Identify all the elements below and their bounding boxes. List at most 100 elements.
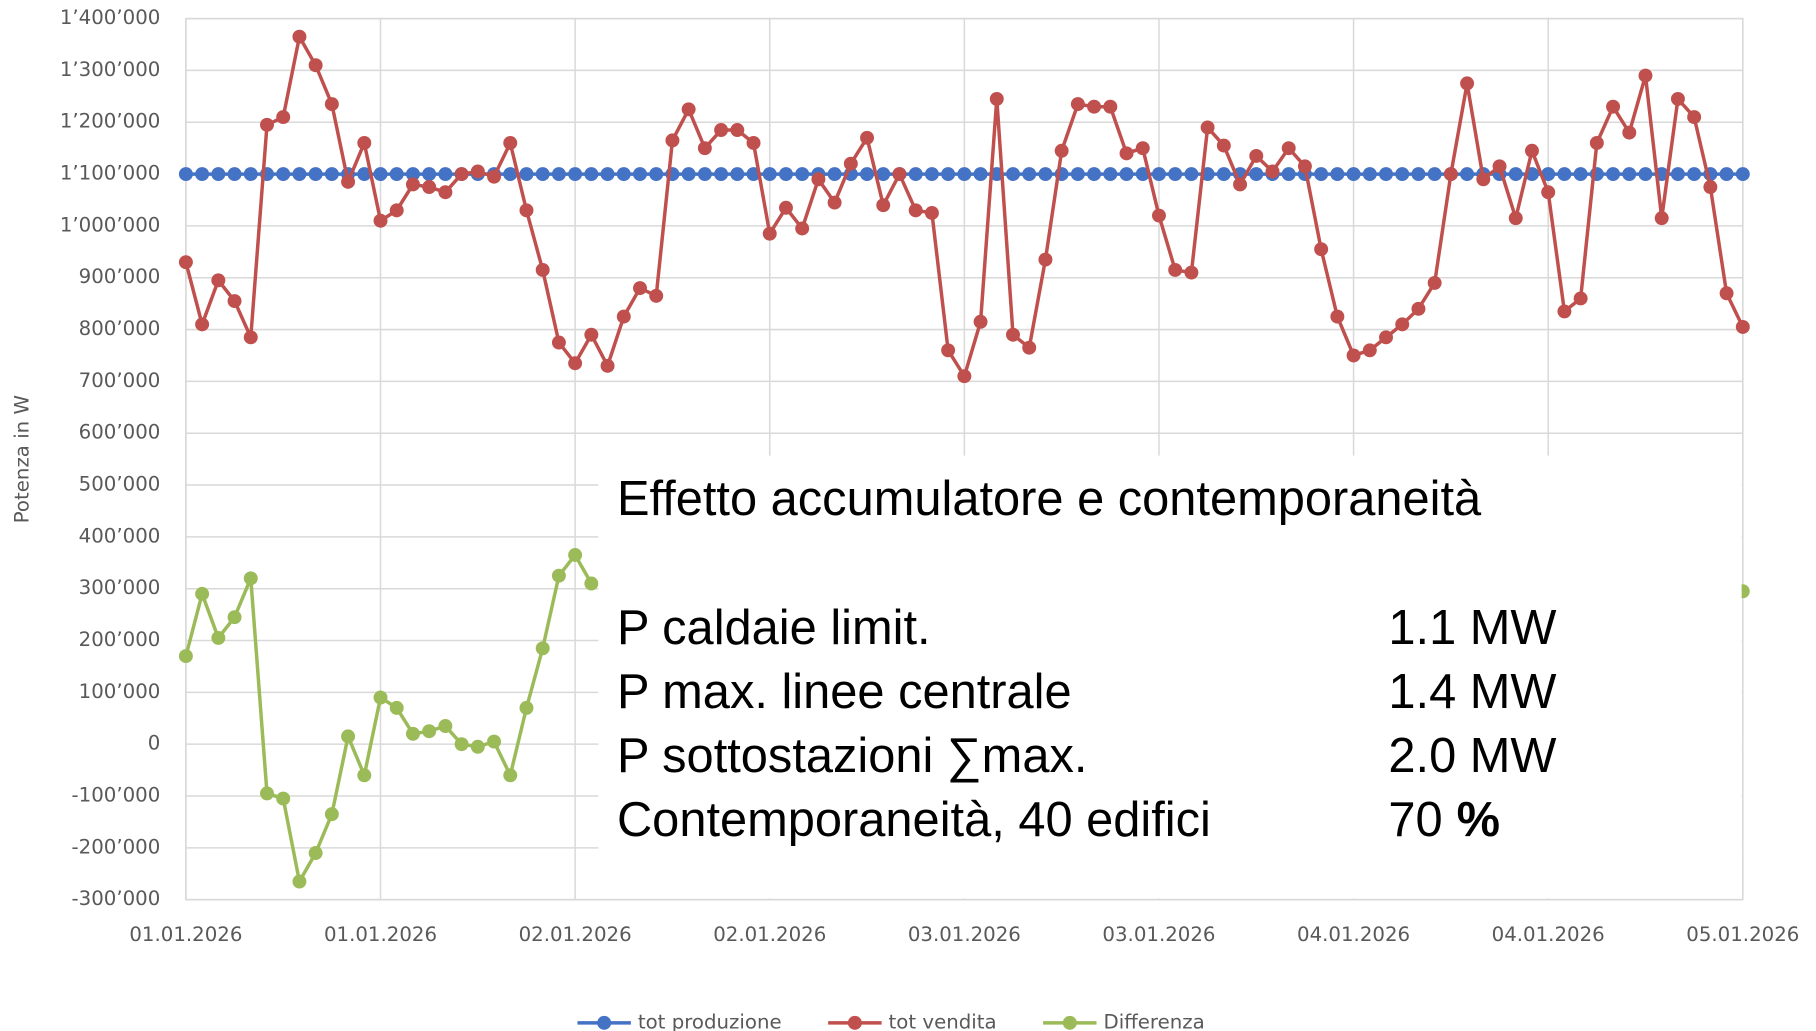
series-marker xyxy=(324,97,339,112)
series-marker xyxy=(1249,167,1264,182)
series-marker xyxy=(908,203,923,218)
series-marker xyxy=(389,203,404,218)
legend: tot produzione tot vendita Differenza xyxy=(577,1010,1205,1031)
series-marker xyxy=(1297,159,1312,174)
series-marker xyxy=(341,729,356,744)
series-marker xyxy=(1476,172,1491,187)
series-marker xyxy=(568,548,583,562)
annotation-title: Effetto accumulatore e contemporaneità xyxy=(617,472,1482,526)
series-marker xyxy=(714,167,729,182)
series-marker xyxy=(924,205,939,220)
y-tick-label: -200’000 xyxy=(72,835,161,858)
series-marker xyxy=(1443,167,1458,182)
series-marker xyxy=(697,167,712,182)
series-marker xyxy=(762,167,777,182)
series-marker xyxy=(1216,138,1231,153)
series-marker xyxy=(1492,159,1507,174)
series-marker xyxy=(535,641,550,656)
series-marker xyxy=(195,317,210,332)
series-marker xyxy=(1670,91,1685,106)
series-marker xyxy=(405,167,420,182)
series-marker xyxy=(941,343,956,358)
series-marker xyxy=(276,110,291,125)
series-marker xyxy=(1687,167,1702,182)
series-marker xyxy=(1281,141,1296,156)
series-marker xyxy=(1346,348,1361,363)
series-marker xyxy=(470,164,485,179)
series-marker xyxy=(1541,167,1556,182)
series-marker xyxy=(1541,185,1556,200)
series-marker xyxy=(292,29,307,44)
series-marker xyxy=(941,167,956,182)
series-marker xyxy=(1233,177,1248,192)
series-marker xyxy=(487,734,502,749)
y-tick-label: 1’000’000 xyxy=(60,213,160,236)
series-marker xyxy=(1022,340,1037,355)
x-tick-label: 03.01.2026 xyxy=(1102,923,1215,946)
series-marker xyxy=(389,167,404,182)
series-marker xyxy=(324,807,339,822)
series-marker xyxy=(405,726,420,741)
series-marker xyxy=(973,314,988,329)
legend-marker xyxy=(1062,1015,1077,1030)
y-tick-label: 1’400’000 xyxy=(60,6,160,29)
series-marker xyxy=(178,167,193,182)
series-marker xyxy=(681,102,696,117)
series-marker xyxy=(1087,99,1102,114)
series-marker xyxy=(908,167,923,182)
series-marker xyxy=(1314,242,1329,257)
series-marker xyxy=(924,167,939,182)
series-marker xyxy=(389,700,404,715)
series-marker xyxy=(1135,141,1150,156)
series-marker xyxy=(616,167,631,182)
series-marker xyxy=(649,167,664,182)
series-marker xyxy=(357,136,372,150)
series-marker xyxy=(308,167,323,182)
series-marker xyxy=(438,719,453,734)
series-marker xyxy=(1249,148,1264,163)
series-marker xyxy=(584,167,599,182)
series-marker xyxy=(1460,76,1475,91)
series-marker xyxy=(633,281,647,296)
series-marker xyxy=(1216,167,1231,182)
series-marker xyxy=(1735,167,1750,182)
annotation-label: P sottostazioni ∑max. xyxy=(617,729,1087,783)
series-marker xyxy=(1638,68,1653,83)
y-tick-label: 100’000 xyxy=(79,680,161,703)
series-marker xyxy=(1362,343,1377,358)
x-tick-label: 03.01.2026 xyxy=(908,923,1021,946)
series-marker xyxy=(1525,143,1539,158)
annotation-value-part: 1.4 MW xyxy=(1388,665,1556,719)
series-marker xyxy=(1589,136,1604,150)
series-marker xyxy=(1557,167,1572,182)
series-marker xyxy=(373,213,388,228)
series-marker xyxy=(438,185,453,200)
x-tick-label: 02.01.2026 xyxy=(713,923,826,946)
series-marker xyxy=(811,172,826,187)
series-marker xyxy=(600,358,615,373)
series-marker xyxy=(260,117,274,132)
series-marker xyxy=(730,167,745,182)
series-marker xyxy=(1330,167,1345,182)
series-marker xyxy=(1135,167,1150,182)
series-marker xyxy=(1265,164,1280,179)
series-marker xyxy=(551,335,566,350)
series-marker xyxy=(357,768,372,783)
series-marker xyxy=(827,195,842,210)
series-marker xyxy=(795,167,810,182)
y-tick-label: 300’000 xyxy=(79,576,161,599)
series-marker xyxy=(633,167,647,182)
annotation-value: 1.4 MW xyxy=(1388,665,1556,719)
series-marker xyxy=(503,167,518,182)
y-tick-label: -300’000 xyxy=(72,887,161,910)
y-tick-label: 200’000 xyxy=(79,628,161,651)
series-marker xyxy=(1184,167,1199,182)
series-marker xyxy=(730,123,745,137)
series-marker xyxy=(373,167,388,182)
series-marker xyxy=(1654,211,1669,226)
series-marker xyxy=(795,221,810,236)
series-marker xyxy=(227,167,242,182)
series-marker xyxy=(1638,167,1653,182)
series-marker xyxy=(1168,167,1183,182)
series-marker xyxy=(1395,167,1410,182)
